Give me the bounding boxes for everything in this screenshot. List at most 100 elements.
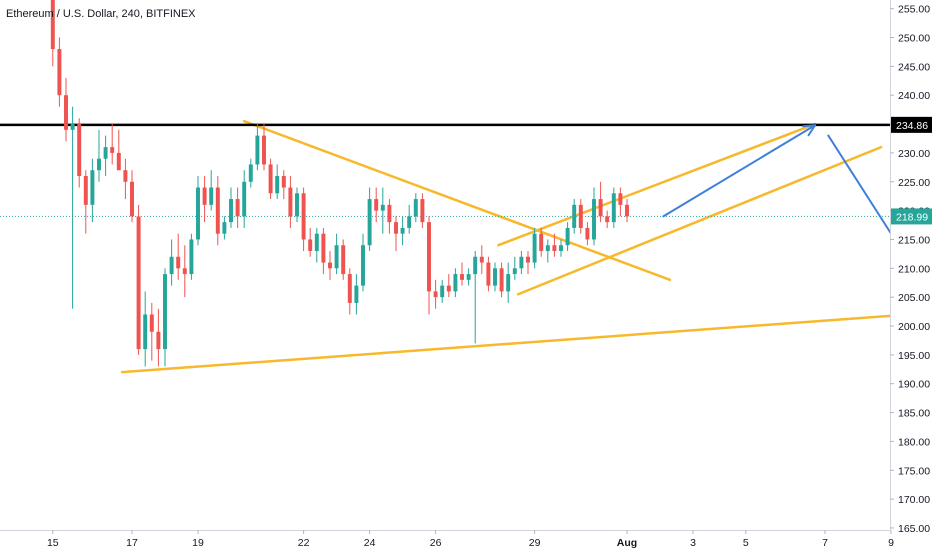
candle	[380, 187, 385, 234]
current-price-label: 218.99	[896, 211, 928, 223]
candle	[156, 308, 161, 367]
candle	[420, 193, 425, 228]
candle-body	[308, 239, 313, 251]
candle-body	[611, 193, 616, 223]
time-tick-label: 7	[822, 537, 828, 549]
candle	[301, 187, 306, 251]
price-tick-label: 245.00	[898, 61, 930, 73]
candle	[499, 262, 504, 298]
candle	[242, 170, 247, 228]
candles-layer	[50, 0, 629, 367]
time-tick-label: 5	[743, 537, 749, 549]
candle	[90, 158, 95, 223]
candle-body	[189, 239, 194, 275]
candle-body	[202, 187, 207, 205]
trendline-channel-bottom	[516, 145, 883, 296]
candle	[130, 170, 134, 223]
trendline-lower-ascending	[120, 314, 890, 374]
candle-body	[361, 245, 365, 286]
candle-body	[182, 268, 187, 275]
price-tick-label: 200.00	[898, 321, 930, 333]
price-tick-label: 240.00	[898, 90, 930, 102]
candle	[539, 227, 544, 257]
price-tick-label: 250.00	[898, 33, 930, 45]
price-tick-label: 215.00	[898, 234, 930, 246]
candle	[473, 250, 478, 344]
candle	[512, 256, 517, 280]
price-tick-label: 195.00	[898, 350, 930, 362]
candle-body	[565, 227, 570, 246]
price-tick-label: 190.00	[898, 379, 930, 391]
arrow-up	[662, 124, 817, 218]
candle	[347, 268, 352, 315]
time-tick-label: 29	[529, 537, 541, 549]
candle	[532, 227, 537, 269]
candle-body	[413, 199, 418, 217]
candle	[176, 233, 181, 280]
candle-body	[268, 164, 273, 194]
candle-body	[347, 274, 352, 303]
candle	[407, 204, 412, 234]
time-axis[interactable]: 15171922242629Aug357912	[0, 530, 932, 549]
time-tick-label: 17	[126, 537, 138, 549]
candle	[446, 274, 451, 298]
candle-body	[493, 268, 497, 286]
candle-body	[407, 216, 412, 228]
candle	[341, 239, 346, 280]
candle-body	[367, 199, 372, 246]
candle-body	[50, 0, 55, 50]
candle	[519, 250, 524, 275]
candle	[552, 233, 557, 257]
candle	[605, 210, 610, 228]
candle-body	[400, 227, 405, 234]
candle	[334, 233, 339, 275]
candle-body	[519, 256, 524, 269]
candle	[545, 239, 550, 263]
price-tick-label: 230.00	[898, 148, 930, 160]
price-axis[interactable]: 255.00250.00245.00240.00235.00230.00225.…	[890, 0, 932, 535]
candle	[255, 124, 260, 171]
candle-body	[473, 256, 478, 275]
trendline-channel-top	[497, 122, 817, 247]
candle-body	[77, 124, 82, 176]
price-tick-label: 175.00	[898, 465, 930, 477]
arrow-up-shaft	[662, 124, 817, 218]
time-tick-label: 3	[690, 537, 696, 549]
time-tick-label: 22	[298, 537, 310, 549]
candle	[394, 216, 398, 251]
price-tick-label: 165.00	[898, 523, 930, 535]
candle	[618, 187, 623, 217]
candle	[460, 262, 464, 286]
trendline-upper-descending	[242, 119, 672, 282]
candle-body	[176, 256, 181, 269]
candle-body	[90, 170, 95, 205]
candle-body	[222, 222, 227, 234]
candle-body	[321, 233, 326, 263]
candle-body	[136, 216, 141, 350]
candle	[427, 216, 431, 315]
candle	[466, 268, 471, 286]
candle-body	[394, 222, 398, 234]
candle-body	[446, 285, 451, 292]
candle	[97, 129, 101, 182]
candle	[433, 279, 438, 309]
candle-body	[618, 193, 623, 205]
candle-body	[328, 262, 332, 269]
candle	[163, 268, 167, 367]
candle-body	[625, 204, 629, 217]
candle-body	[64, 95, 68, 130]
candle	[413, 193, 418, 223]
candle	[222, 216, 227, 240]
candle-body	[281, 175, 286, 188]
candle	[110, 124, 115, 165]
candle-body	[486, 262, 491, 286]
candle-body	[585, 227, 590, 240]
candle-body	[440, 285, 445, 298]
candle	[453, 268, 458, 298]
candle-body	[57, 49, 62, 96]
candle	[57, 37, 62, 107]
candle-body	[466, 274, 471, 280]
candle-body	[598, 199, 603, 217]
